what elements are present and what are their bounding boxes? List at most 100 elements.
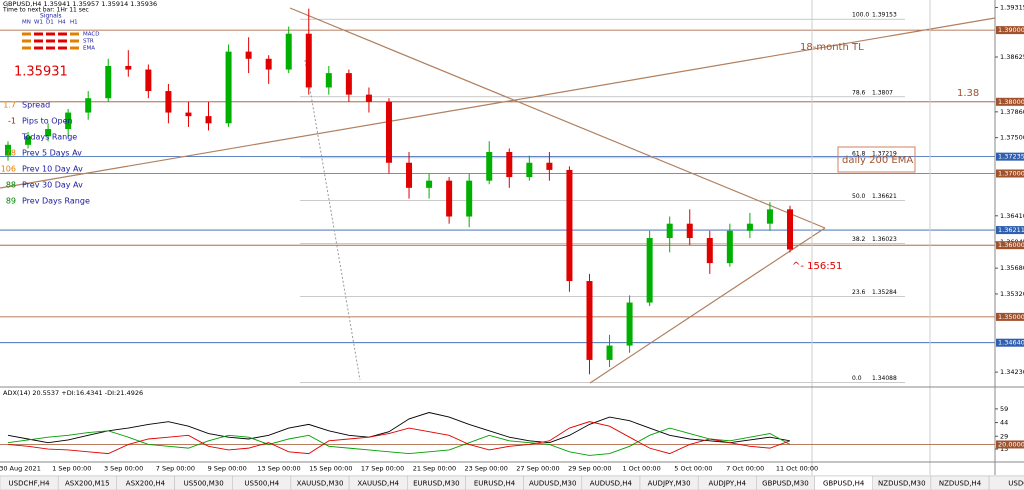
tab-label[interactable]: USDC	[1008, 480, 1024, 488]
fib-price: 1.36621	[872, 193, 897, 200]
price-level-label: 1.37000	[998, 170, 1024, 178]
tab-label[interactable]: AUDUSD,M30	[529, 480, 576, 488]
current-price: 1.35931	[14, 65, 68, 80]
tab-label[interactable]: EURUSD,M30	[413, 480, 460, 488]
candle-body	[25, 136, 32, 145]
tab-label[interactable]: XAUUSD,M30	[297, 480, 344, 488]
tab-label[interactable]: ASX200,H4	[126, 480, 166, 488]
fib-ratio: 50.0	[852, 193, 866, 200]
signal-cell	[34, 39, 43, 43]
candle-body	[726, 230, 733, 264]
adx-tick-label: 59	[1000, 405, 1008, 413]
price-level-label: 1.36000	[998, 241, 1024, 249]
signal-cell	[22, 39, 31, 43]
tab[interactable]	[988, 475, 1024, 490]
candle-body	[365, 94, 372, 102]
candle-body	[45, 129, 52, 137]
x-tick-label: 7 Oct 00:00	[726, 465, 764, 473]
signal-indicator: EMA	[83, 46, 95, 52]
tab-label[interactable]: AUDJPY,M30	[648, 480, 691, 488]
info-label: Todays Range	[21, 133, 77, 142]
candle-body	[305, 33, 312, 88]
x-tick-label: 13 Sep 00:00	[257, 465, 300, 473]
signal-indicator: STR	[83, 39, 94, 45]
candle-body	[125, 65, 132, 70]
price-level-label: 1.34640	[998, 339, 1024, 347]
price-level-label: 1.37235	[998, 153, 1024, 161]
tab-label[interactable]: XAUUSD,H4	[357, 480, 399, 488]
price-level-label: 1.35000	[998, 313, 1024, 321]
signal-cell	[22, 46, 31, 50]
signal-timeframe: H4	[58, 20, 66, 26]
price-level-box	[996, 97, 1024, 106]
info-label: Pips to Open	[22, 117, 73, 126]
tab-label[interactable]: EURUSD,H4	[474, 480, 516, 488]
adx-title: ADX(14) 20.5537 +DI:16.4341 -DI:21.4926	[3, 389, 143, 397]
tab-label[interactable]: NZDUSD,H4	[939, 480, 982, 488]
info-value: 78	[6, 149, 16, 158]
info-value: 1.7	[3, 101, 16, 110]
x-tick-label: 1 Oct 00:00	[622, 465, 660, 473]
info-label: Prev 5 Days Av	[22, 149, 82, 158]
tab-label[interactable]: AUDUSD,H4	[590, 480, 633, 488]
candle-body	[85, 98, 92, 113]
candle-body	[285, 33, 292, 70]
y-tick-label: 1.37500	[1000, 134, 1024, 142]
header: GBPUSD,H4 1.35941 1.35957 1.35914 1.3593…	[3, 0, 157, 8]
tab-label[interactable]: ASX200,M15	[65, 480, 110, 488]
price-level-label: 1.39000	[998, 26, 1024, 34]
signal-cell	[22, 32, 31, 36]
candle-body	[265, 58, 272, 70]
y-tick-label: 1.35680	[1000, 264, 1024, 272]
signal-cell	[70, 39, 79, 43]
tab-label[interactable]: GBPUSD,H4	[823, 480, 865, 488]
candle-body	[446, 180, 453, 217]
tab-label[interactable]: US500,H4	[244, 480, 279, 488]
info-value: 88	[6, 181, 16, 190]
candle-body	[646, 238, 653, 303]
x-tick-label: 5 Oct 00:00	[674, 465, 712, 473]
level-label: 1.38	[957, 88, 979, 99]
candle-body	[385, 101, 392, 163]
y-tick-label: 1.39315	[1000, 4, 1024, 12]
x-tick-label: 23 Sep 00:00	[465, 465, 508, 473]
x-tick-label: 15 Sep 00:00	[309, 465, 352, 473]
y-tick-label: 1.38625	[1000, 53, 1024, 61]
candle-body	[406, 162, 413, 188]
signal-cell	[58, 46, 67, 50]
candle-body	[5, 144, 11, 156]
candle-body	[626, 302, 633, 346]
tab-label[interactable]: GBPUSD,M30	[762, 480, 809, 488]
tab-label[interactable]: NZDUSD,M30	[878, 480, 926, 488]
adx-level-box	[996, 440, 1024, 449]
fib-price: 1.36023	[872, 236, 897, 243]
fib-ratio: 78.6	[852, 89, 866, 96]
price-level-box	[996, 226, 1024, 235]
tab-label[interactable]: USDCHF,H4	[9, 480, 51, 488]
candle-body	[325, 73, 332, 88]
candle-body	[586, 281, 593, 360]
y-tick-label: 1.36410	[1000, 212, 1024, 220]
triangle-upper	[289, 7, 826, 229]
candle-body	[105, 65, 112, 99]
info-label: Spread	[22, 101, 50, 110]
candle-body	[526, 162, 533, 178]
tab-label[interactable]: US500,M30	[184, 480, 224, 488]
time-label: ^- 156:51	[792, 261, 842, 272]
x-tick-label: 21 Sep 00:00	[413, 465, 456, 473]
price-level-box	[996, 241, 1024, 250]
info-label: Prev 30 Day Av	[22, 181, 83, 190]
candle-body	[466, 180, 473, 217]
signal-cell	[70, 46, 79, 50]
fib-ratio: 100.0	[852, 12, 869, 19]
candle-body	[185, 112, 192, 117]
ema-label: daily 200 EMA	[842, 155, 913, 166]
signal-cell	[34, 46, 43, 50]
adx-tick-label: 15	[1000, 445, 1008, 453]
candle-body	[746, 223, 753, 231]
candle-body	[426, 180, 433, 188]
candle-body	[566, 169, 573, 282]
price-level-box	[996, 152, 1024, 161]
tab-label[interactable]: AUDJPY,H4	[708, 480, 746, 488]
